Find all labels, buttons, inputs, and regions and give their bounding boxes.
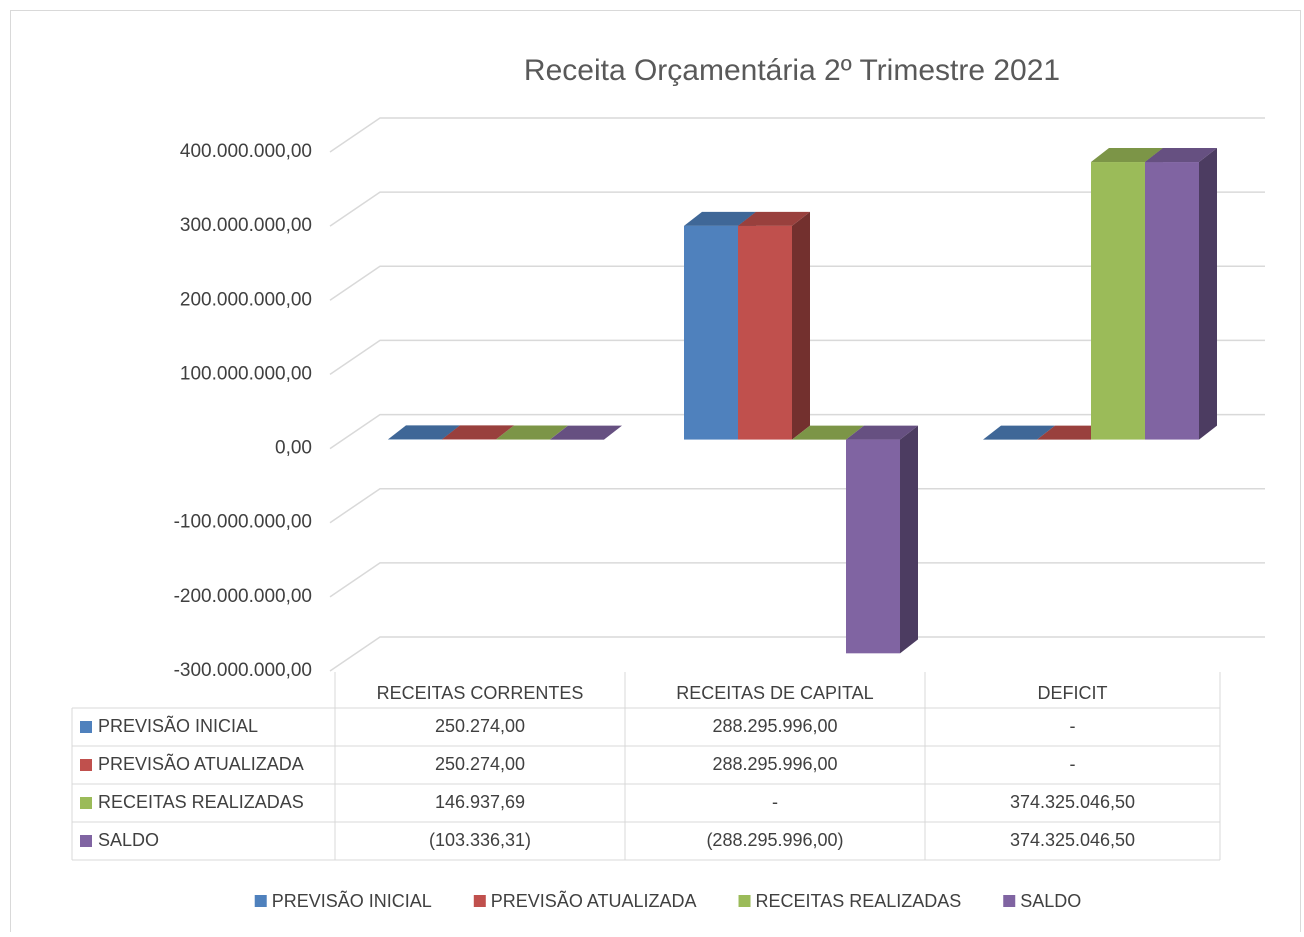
table-row-label: RECEITAS REALIZADAS: [98, 792, 304, 812]
bar: [1145, 162, 1199, 440]
table-cell: 250.274,00: [435, 754, 525, 774]
y-tick-label: 0,00: [275, 438, 312, 459]
table-header: DEFICIT: [1038, 683, 1108, 703]
table-row-label: PREVISÃO INICIAL: [98, 715, 258, 736]
y-tick-label: 400.000.000,00: [180, 141, 312, 162]
table-cell: 146.937,69: [435, 792, 525, 812]
chart-title: Receita Orçamentária 2º Trimestre 2021: [524, 54, 1060, 87]
bar: [684, 226, 738, 440]
legend-label: SALDO: [1020, 891, 1081, 911]
table-key: [80, 721, 92, 733]
legend: PREVISÃO INICIAL PREVISÃO ATUALIZADA RECEI…: [255, 890, 1082, 911]
y-tick-label: 200.000.000,00: [180, 289, 312, 310]
table-cell: (288.295.996,00): [706, 830, 843, 850]
table-cell: (103.336,31): [429, 830, 531, 850]
bar-side: [1199, 148, 1217, 440]
table-cell: 288.295.996,00: [712, 716, 837, 736]
table-cell: 250.274,00: [435, 716, 525, 736]
legend-label: RECEITAS REALIZADAS: [756, 891, 962, 911]
bar: [846, 440, 900, 654]
y-tick-label: -100.000.000,00: [174, 512, 312, 533]
legend-swatch: [1003, 895, 1015, 907]
legend-label: PREVISÃO INICIAL: [272, 890, 432, 911]
table-header: RECEITAS CORRENTES: [377, 683, 584, 703]
legend-label: PREVISÃO ATUALIZADA: [491, 890, 697, 911]
legend-swatch: [739, 895, 751, 907]
bar-side: [792, 212, 810, 440]
y-tick-label: -200.000.000,00: [174, 586, 312, 607]
table-row-label: PREVISÃO ATUALIZADA: [98, 753, 304, 774]
y-tick-label: 300.000.000,00: [180, 215, 312, 236]
y-tick-label: 100.000.000,00: [180, 363, 312, 384]
table-header: RECEITAS DE CAPITAL: [676, 683, 873, 703]
bar-side: [900, 426, 918, 654]
legend-swatch: [255, 895, 267, 907]
bar: [738, 226, 792, 440]
legend-swatch: [474, 895, 486, 907]
table-cell: -: [1070, 754, 1076, 774]
table-cell: 374.325.046,50: [1010, 792, 1135, 812]
bar: [1091, 162, 1145, 440]
table-cell: 374.325.046,50: [1010, 830, 1135, 850]
table-key: [80, 835, 92, 847]
table-row-label: SALDO: [98, 830, 159, 850]
table-cell: -: [1070, 716, 1076, 736]
table-key: [80, 759, 92, 771]
table-cell: -: [772, 792, 778, 812]
table-cell: 288.295.996,00: [712, 754, 837, 774]
y-tick-label: -300.000.000,00: [174, 660, 312, 681]
table-key: [80, 797, 92, 809]
